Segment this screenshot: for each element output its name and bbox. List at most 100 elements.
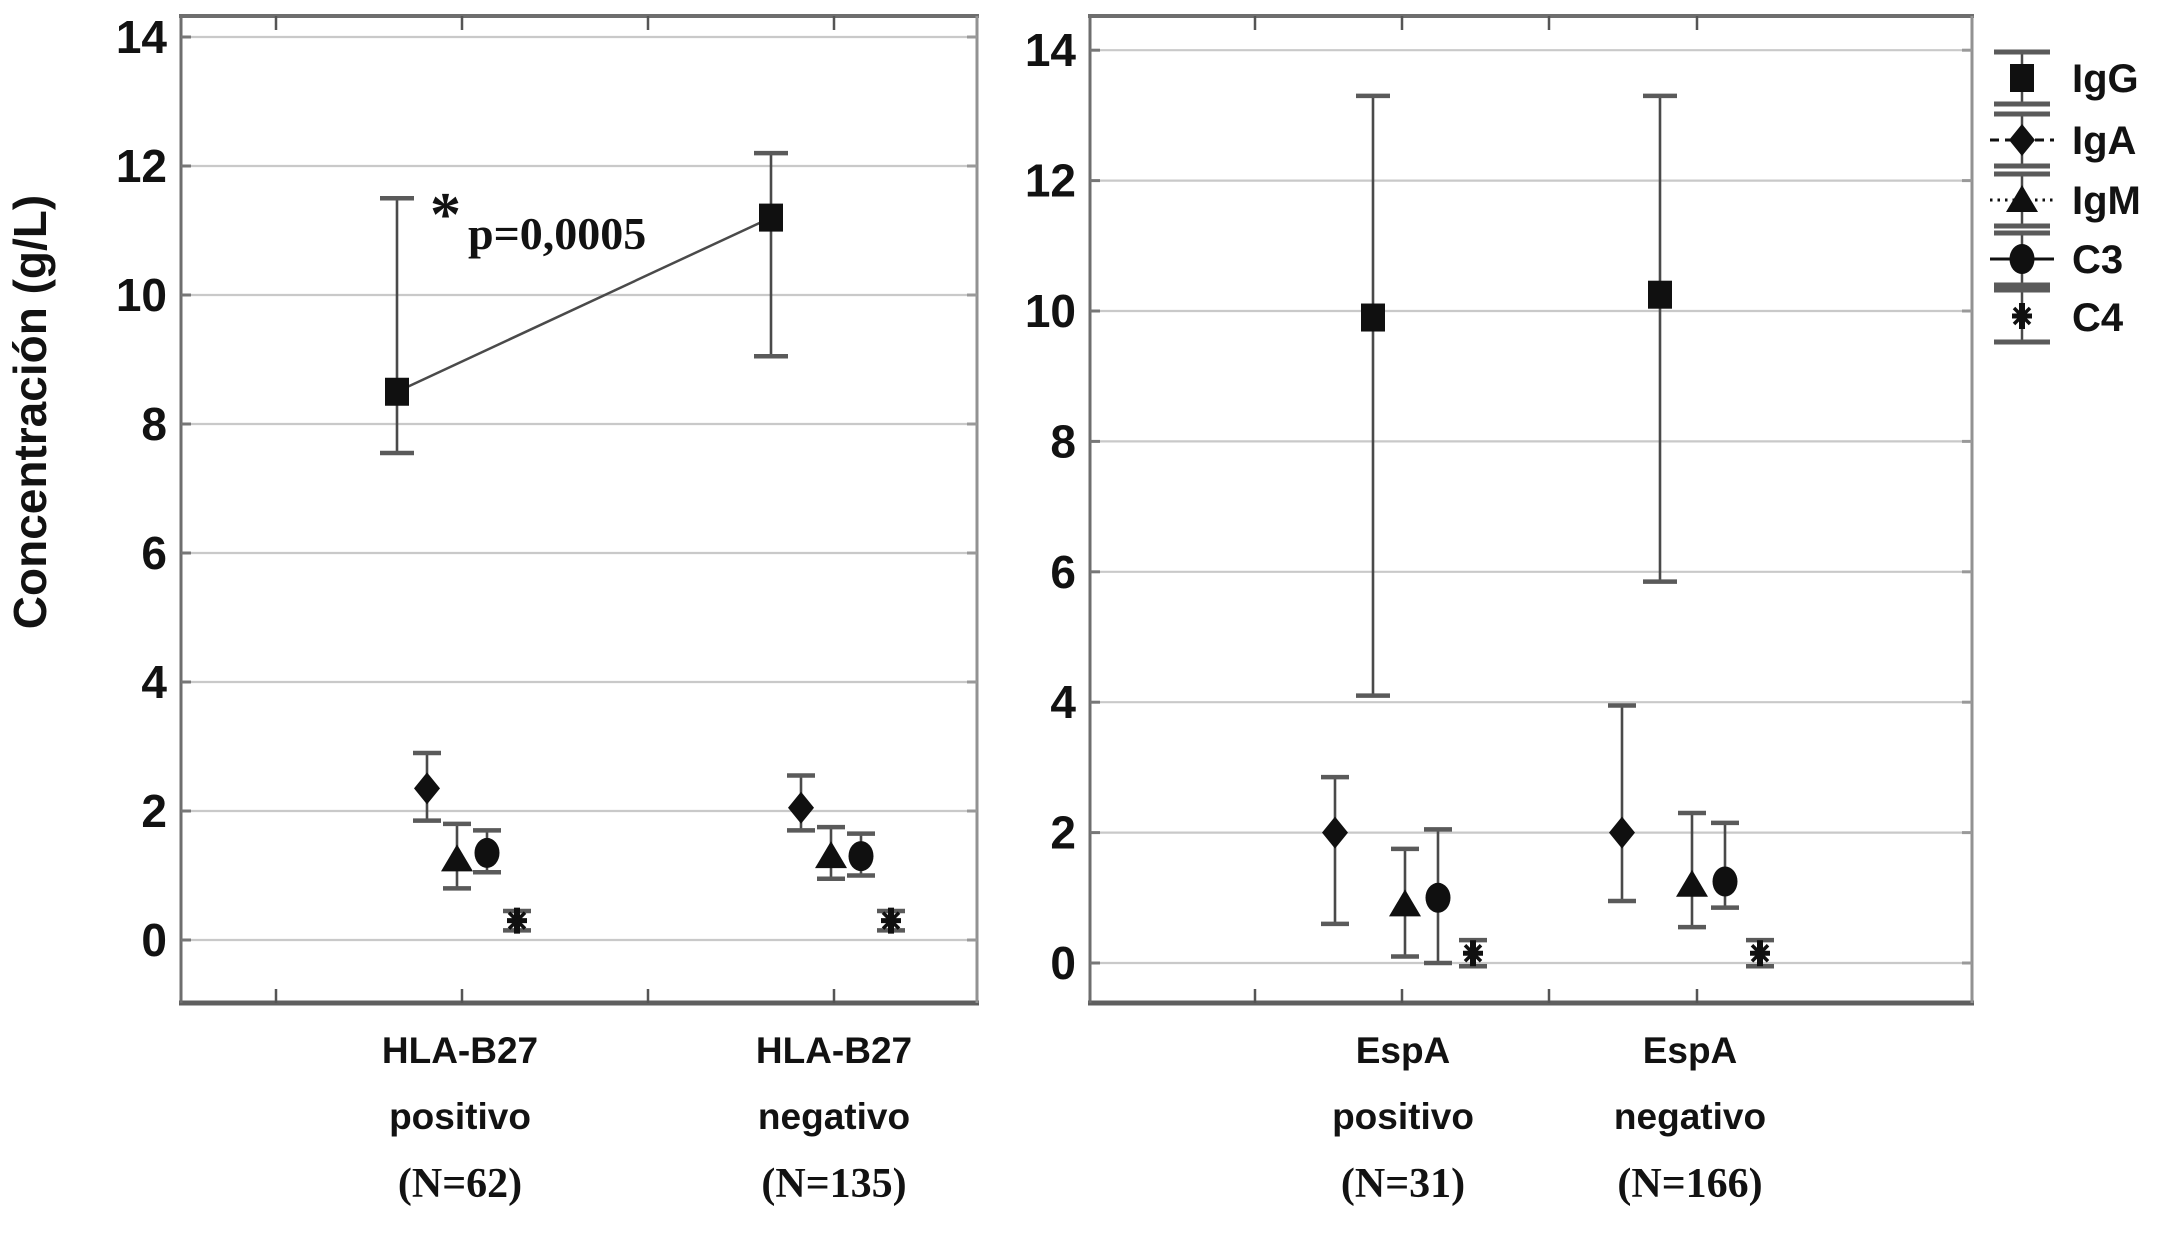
marker-circle [1712, 866, 1738, 897]
y-tick-label: 12 [116, 140, 167, 192]
data-point-IgA [1608, 703, 1636, 904]
legend-entry-c3 [1990, 230, 2054, 288]
y-tick-label: 10 [1025, 285, 1076, 337]
marker-star [1750, 940, 1770, 967]
triangle-marker-icon [441, 844, 473, 872]
y-tick-label: 8 [1050, 415, 1076, 467]
y-tick-label: 4 [1050, 676, 1076, 728]
circle-marker-icon [848, 841, 874, 872]
legend-label-c4: C4 [2072, 296, 2124, 340]
y-tick-label: 10 [116, 269, 167, 321]
x-category-label: negativo [758, 1096, 910, 1137]
triangle-marker-icon [815, 841, 847, 869]
legend-label-c3: C3 [2072, 238, 2123, 282]
x-category-label: (N=31) [1341, 1161, 1465, 1207]
data-point-C4 [877, 907, 905, 934]
data-point-IgA [413, 750, 441, 823]
x-category-label: (N=62) [398, 1161, 522, 1207]
legend-entry-c4 [1994, 287, 2050, 345]
diamond-marker-icon [414, 772, 440, 805]
data-point-C3 [1711, 820, 1739, 910]
square-marker-icon [759, 203, 783, 232]
y-tick-label: 8 [141, 398, 167, 450]
y-tick-label: 14 [1025, 24, 1077, 76]
legend-entry-iga [1990, 111, 2054, 169]
x-category-label: HLA-B27 [382, 1030, 538, 1071]
data-point-C3 [1424, 827, 1452, 966]
significance-p-value: p=0,0005 [468, 208, 646, 259]
x-category-label: (N=166) [1617, 1161, 1762, 1207]
marker-star [881, 907, 901, 934]
data-point-IgG [754, 150, 788, 359]
panel-hla-b27: 0 2 4 6 8 10 12 14 HLA-B27 positivo (N=62) HLA-B27 n… [116, 11, 979, 1207]
data-point-IgA [787, 773, 815, 833]
marker-circle [474, 837, 500, 868]
marker-circle [848, 841, 874, 872]
data-point-IgG [1643, 93, 1677, 584]
marker-square [759, 203, 783, 232]
x-category-label: positivo [1332, 1096, 1474, 1137]
x-category-label: HLA-B27 [756, 1030, 912, 1071]
circle-marker-icon [474, 837, 500, 868]
marker-star [2012, 303, 2032, 329]
circle-marker-icon [2009, 244, 2035, 274]
x-category-label: EspA [1643, 1030, 1738, 1071]
diamond-marker-icon [1322, 816, 1348, 849]
marker-star [1463, 940, 1483, 967]
triangle-marker-icon [1389, 889, 1421, 917]
marker-square [2010, 64, 2034, 92]
x-category-label: (N=135) [761, 1161, 906, 1207]
panel-espa: 0 2 4 6 8 10 12 14 EspA positivo (N=31) EspA negativ… [1025, 14, 1974, 1207]
y-axis-title: Concentración (g/L) [4, 195, 56, 629]
x-category-label: positivo [389, 1096, 531, 1137]
legend: IgG IgA IgM C3 C4 [1990, 49, 2141, 345]
marker-diamond [2009, 124, 2035, 156]
marker-diamond [788, 791, 814, 824]
y-tick-label: 6 [141, 527, 167, 579]
marker-star [507, 907, 527, 934]
square-marker-icon [2010, 64, 2034, 92]
legend-label-igm: IgM [2072, 179, 2141, 223]
circle-marker-icon [1712, 866, 1738, 897]
significance-star: * [430, 181, 461, 249]
data-point-C4 [503, 907, 531, 934]
data-point-C3 [473, 828, 501, 875]
diamond-marker-icon [788, 791, 814, 824]
diamond-marker-icon [1609, 816, 1635, 849]
y-tick-label: 12 [1025, 155, 1076, 207]
data-point-C4 [1459, 937, 1487, 969]
legend-label-iga: IgA [2072, 119, 2136, 163]
circle-marker-icon [1425, 882, 1451, 913]
legend-entry-igg [1994, 49, 2050, 107]
data-point-IgM [1676, 810, 1708, 930]
marker-triangle [1676, 869, 1708, 897]
square-marker-icon [1648, 280, 1672, 309]
y-tick-label: 2 [1050, 807, 1076, 859]
marker-diamond [414, 772, 440, 805]
marker-diamond [1609, 816, 1635, 849]
data-point-IgA [1321, 774, 1349, 927]
y-tick-label: 14 [116, 11, 168, 63]
y-tick-label: 2 [141, 785, 167, 837]
square-marker-icon [385, 377, 409, 406]
y-tick-label: 0 [1050, 937, 1076, 989]
diamond-marker-icon [2009, 124, 2035, 156]
data-point-IgM [815, 824, 847, 881]
marker-diamond [1322, 816, 1348, 849]
panels-layer: 0 2 4 6 8 10 12 14 HLA-B27 positivo (N=62) HLA-B27 n… [116, 11, 1974, 1207]
data-point-IgM [441, 821, 473, 891]
y-tick-label: 6 [1050, 546, 1076, 598]
data-point-IgG [380, 196, 414, 456]
marker-square [1648, 280, 1672, 309]
marker-triangle [815, 841, 847, 869]
data-point-C3 [847, 831, 875, 878]
data-point-IgG [1356, 93, 1390, 698]
x-category-label: EspA [1356, 1030, 1451, 1071]
triangle-marker-icon [1676, 869, 1708, 897]
marker-triangle [1389, 889, 1421, 917]
legend-entry-igm [1990, 171, 2054, 229]
marker-circle [1425, 882, 1451, 913]
triangle-marker-icon [2006, 185, 2038, 212]
